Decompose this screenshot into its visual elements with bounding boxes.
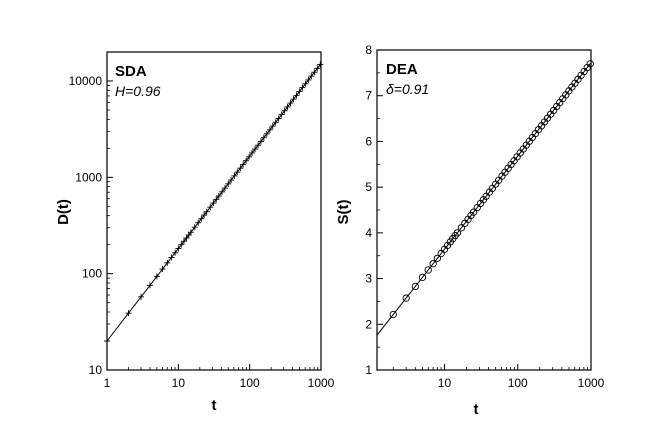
y-tick-label: 4	[365, 226, 372, 240]
x-tick-label: 10	[172, 376, 186, 390]
y-tick-label: 1	[365, 363, 372, 377]
dea-y-axis-label: S(t)	[335, 200, 352, 225]
x-tick-label: 100	[240, 376, 260, 390]
sda-data-layer	[104, 61, 324, 345]
sda-panel-label: SDA	[115, 63, 147, 80]
data-point	[418, 273, 427, 282]
data-point	[433, 254, 442, 263]
y-tick-label: 1000	[75, 170, 102, 184]
dea-x-axis-label: t	[474, 401, 479, 418]
y-tick-label: 10000	[69, 74, 103, 88]
x-tick-label: 10	[438, 376, 452, 390]
fit-line	[106, 63, 322, 342]
data-point	[453, 229, 462, 237]
sda-hurst-label: H=0.96	[115, 83, 161, 99]
data-point	[457, 224, 466, 232]
dea-panel: 10 100 1000 1 2 3 4 5 6 7 8 DEA δ=0.91 t S(t)	[335, 43, 605, 418]
y-tick-label: 3	[365, 272, 372, 286]
data-point	[469, 208, 478, 216]
y-tick-label: 10	[89, 363, 103, 377]
y-tick-label: 6	[365, 134, 372, 148]
dea-delta-label: δ=0.91	[386, 81, 429, 97]
sda-x-axis-label: t	[212, 397, 217, 414]
data-point	[411, 282, 419, 291]
data-point	[429, 260, 437, 268]
y-tick-label: 8	[365, 43, 372, 57]
data-point	[389, 310, 397, 319]
data-point	[402, 294, 410, 302]
x-tick-label: 1000	[308, 376, 335, 390]
dea-panel-label: DEA	[386, 61, 418, 78]
dea-data-layer	[376, 60, 594, 336]
x-tick-label: 1	[104, 376, 111, 390]
x-tick-label: 1000	[578, 376, 605, 390]
dea-plot-frame	[376, 49, 592, 371]
x-tick-label: 100	[508, 376, 528, 390]
sda-y-axis-label: D(t)	[55, 199, 72, 225]
sda-plot-frame	[106, 51, 322, 371]
dea-ticks-layer: 10 100 1000 1 2 3 4 5 6 7 8	[365, 43, 604, 390]
data-point	[586, 60, 594, 68]
y-tick-label: 2	[365, 317, 372, 331]
y-tick-label: 7	[365, 89, 372, 103]
y-tick-label: 5	[365, 180, 372, 194]
y-tick-label: 100	[82, 267, 102, 281]
data-point	[424, 266, 432, 274]
fit-line	[376, 62, 592, 336]
